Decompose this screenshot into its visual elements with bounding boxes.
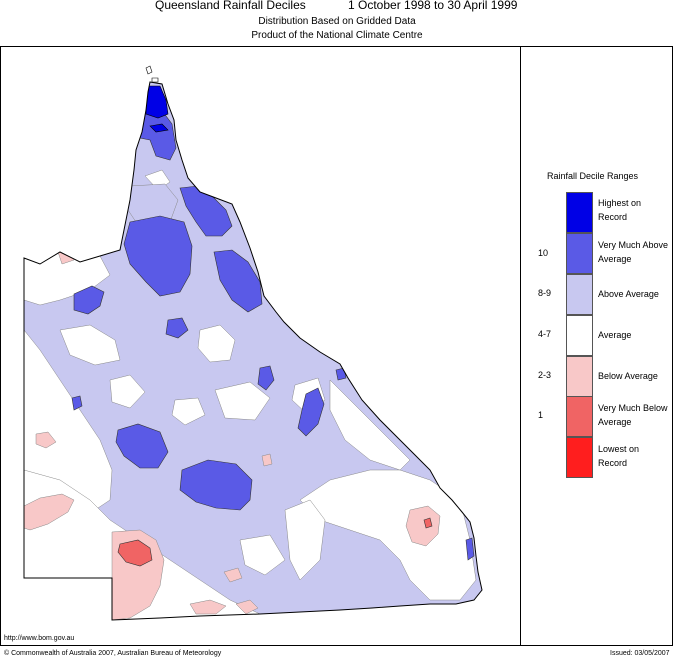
average-region-central-4 [214, 381, 271, 421]
legend-label-very-much-below: Very Much Below Average [598, 403, 668, 427]
average-region-central-5 [171, 397, 206, 426]
footer-issued: Issued: 03/05/2007 [610, 650, 670, 657]
legend-range-average: 4-7 [538, 329, 552, 339]
legend-range-below: 2-3 [538, 370, 552, 380]
very-much-above-region-central-2 [257, 365, 275, 391]
legend-swatch-very-much-above [566, 233, 593, 274]
below-average-region-southeast [405, 505, 441, 547]
very-much-above-region-west-2 [115, 423, 169, 469]
legend-range-very-much-above: 10 [538, 248, 549, 258]
legend-swatch-average [566, 315, 593, 356]
highest-on-record-region-tip [145, 85, 169, 119]
legend-swatch-highest [566, 192, 593, 233]
very-much-below-region-southeast [423, 517, 433, 529]
legend-swatch-below [566, 356, 593, 397]
average-region-central-3 [109, 374, 146, 409]
legend-swatch-above [566, 274, 593, 315]
very-much-above-region-central-4 [179, 459, 253, 511]
legend-swatch-very-much-below [566, 396, 593, 437]
very-much-above-region-southeast [465, 537, 475, 561]
average-region-east [329, 379, 411, 471]
legend-label-below: Below Average [598, 371, 658, 381]
average-region-central [197, 324, 236, 363]
queensland-map [23, 65, 483, 621]
footer-copyright: © Commonwealth of Australia 2007, Austra… [4, 650, 222, 657]
legend-range-very-much-below: 1 [538, 410, 544, 420]
very-much-above-region-small-1 [71, 395, 83, 411]
legend-range-above: 8-9 [538, 288, 552, 298]
very-much-above-region-west [73, 285, 105, 315]
very-much-below-region-southwest [117, 539, 153, 567]
highest-on-record-region-small [149, 123, 169, 133]
below-average-region-west-small [35, 431, 57, 449]
legend-label-very-much-above: Very Much Above Average [598, 240, 669, 264]
map-title: Queensland Rainfall Deciles [155, 0, 306, 12]
map-date-range: 1 October 1998 to 30 April 1999 [348, 0, 518, 12]
below-average-region-south-1 [189, 599, 227, 615]
below-average-region-south-2 [235, 599, 259, 615]
very-much-above-region-gulf [123, 215, 193, 297]
map-frame [0, 46, 673, 646]
legend-divider [520, 46, 521, 646]
legend-title: Rainfall Decile Ranges [547, 171, 639, 181]
average-region-south-central [284, 499, 326, 581]
very-much-above-region-central-3 [297, 387, 325, 437]
map-subtitle-product: Product of the National Climate Centre [251, 30, 423, 41]
legend-label-above: Above Average [598, 289, 659, 299]
island-2 [151, 77, 159, 83]
map-subtitle-distribution: Distribution Based on Gridded Data [258, 16, 416, 27]
footer-url: http://www.bom.gov.au [4, 635, 75, 642]
legend-label-lowest: Lowest on Record [598, 444, 640, 468]
legend-label-highest: Highest on Record [598, 198, 642, 222]
very-much-above-region-east-coast [213, 249, 263, 313]
very-much-above-region-central-1 [165, 317, 189, 339]
legend-label-average: Average [598, 330, 632, 340]
below-average-region-east-small [261, 453, 273, 467]
very-much-above-region-small-2 [335, 367, 347, 381]
average-region-south-2 [239, 534, 286, 576]
average-region-southeast [299, 469, 477, 601]
below-average-region-south-3 [223, 567, 243, 583]
below-average-region-far-southwest [24, 493, 75, 531]
island-1 [145, 65, 153, 75]
average-region-central-2 [59, 324, 121, 366]
legend-swatch-lowest [566, 437, 593, 478]
